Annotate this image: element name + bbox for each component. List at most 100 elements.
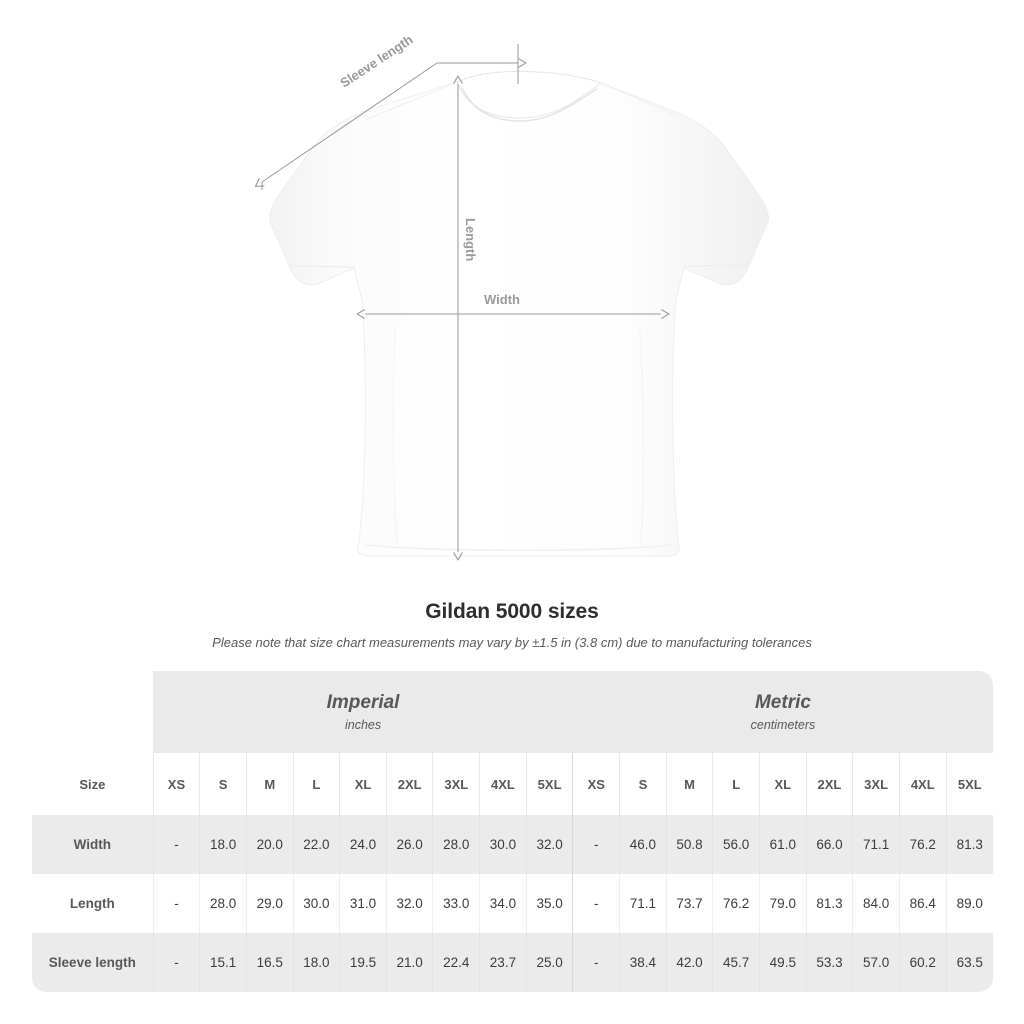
bottom-hem — [365, 544, 673, 552]
cell-sleeve-metric-4xl: 60.2 — [898, 933, 947, 992]
cell-length-imperial-xl: 31.0 — [339, 874, 387, 933]
cell-length-metric-m: 73.7 — [665, 874, 713, 933]
size-header-metric-4xl: 4XL — [898, 753, 947, 815]
shoulder-seam-right — [602, 83, 677, 116]
size-header-metric-2xl: 2XL — [805, 753, 853, 815]
cell-sleeve-imperial-2xl: 21.0 — [385, 933, 433, 992]
row-label-sleeve-length: Sleeve length — [32, 933, 154, 992]
size-header-metric-xs: XS — [572, 753, 620, 815]
unit-sub-imperial: inches — [344, 717, 382, 732]
tshirt-diagram: Sleeve length Length Width — [0, 32, 769, 590]
sleeve-hem-right — [682, 264, 749, 267]
cell-length-imperial-xs: - — [152, 874, 200, 933]
unit-header-imperial: Imperial inches — [153, 671, 573, 753]
sleeve-length-label: Sleeve length — [337, 32, 415, 91]
size-header-imperial-xs: XS — [152, 753, 200, 815]
cell-length-metric-4xl: 86.4 — [898, 874, 947, 933]
cell-sleeve-metric-3xl: 57.0 — [852, 933, 900, 992]
cell-sleeve-metric-xs: - — [572, 933, 620, 992]
chart-header: Gildan 5000 sizes Please note that size … — [0, 598, 1024, 651]
table-row: Length - 28.0 29.0 30.0 31.0 32.0 33.0 3… — [32, 874, 993, 933]
cell-width-metric-5xl: 81.3 — [945, 815, 993, 874]
cell-length-imperial-4xl: 34.0 — [479, 874, 527, 933]
size-header-metric-s: S — [619, 753, 667, 815]
cell-sleeve-imperial-xl: 19.5 — [339, 933, 387, 992]
cell-length-imperial-m: 29.0 — [245, 874, 294, 933]
size-header-label: Size — [32, 753, 154, 815]
cell-sleeve-imperial-l: 18.0 — [292, 933, 340, 992]
unit-header-metric: Metric centimeters — [572, 671, 993, 753]
size-header-imperial-4xl: 4XL — [479, 753, 527, 815]
length-label: Length — [463, 218, 478, 261]
cell-sleeve-imperial-3xl: 22.4 — [432, 933, 480, 992]
unit-name-metric: Metric — [754, 691, 811, 713]
cell-width-metric-xl: 61.0 — [759, 815, 807, 874]
cell-length-metric-l: 76.2 — [712, 874, 760, 933]
cell-length-metric-3xl: 84.0 — [852, 874, 900, 933]
cell-width-imperial-4xl: 30.0 — [479, 815, 527, 874]
cell-width-metric-2xl: 66.0 — [805, 815, 853, 874]
cell-length-imperial-2xl: 32.0 — [385, 874, 433, 933]
cell-sleeve-imperial-4xl: 23.7 — [479, 933, 527, 992]
size-header-imperial-m: M — [245, 753, 294, 815]
cell-sleeve-metric-m: 42.0 — [665, 933, 713, 992]
cell-width-imperial-xl: 24.0 — [339, 815, 387, 874]
cell-length-imperial-3xl: 33.0 — [432, 874, 480, 933]
fold-left — [391, 329, 398, 546]
cell-length-imperial-s: 28.0 — [199, 874, 247, 933]
cell-length-metric-2xl: 81.3 — [805, 874, 853, 933]
sleeve-hem-left — [289, 265, 356, 268]
table-row: Width - 18.0 20.0 22.0 24.0 26.0 28.0 30… — [32, 815, 993, 874]
collar-seam — [461, 87, 598, 122]
cell-width-metric-xs: - — [572, 815, 620, 874]
cell-width-metric-s: 46.0 — [619, 815, 667, 874]
cell-width-imperial-3xl: 28.0 — [432, 815, 480, 874]
size-header-imperial-3xl: 3XL — [432, 753, 480, 815]
unit-header-row: Imperial inches Metric centimeters — [32, 671, 993, 753]
cell-sleeve-imperial-5xl: 25.0 — [525, 933, 573, 992]
size-table-container: Imperial inches Metric centimeters Size … — [32, 671, 993, 992]
shirt-collar — [456, 70, 603, 119]
cell-sleeve-metric-2xl: 53.3 — [805, 933, 853, 992]
size-header-imperial-5xl: 5XL — [525, 753, 573, 815]
cell-width-imperial-2xl: 26.0 — [385, 815, 433, 874]
row-label-length: Length — [32, 874, 154, 933]
size-header-metric-3xl: 3XL — [852, 753, 900, 815]
unit-header-spacer — [32, 671, 154, 753]
cell-length-metric-5xl: 89.0 — [945, 874, 993, 933]
cell-width-metric-l: 56.0 — [712, 815, 760, 874]
cell-width-metric-3xl: 71.1 — [852, 815, 900, 874]
unit-name-imperial: Imperial — [326, 691, 400, 713]
size-header-metric-5xl: 5XL — [945, 753, 993, 815]
size-header-row: Size XS S M L XL 2XL 3XL 4XL 5XL XS S M … — [32, 753, 993, 815]
cell-width-metric-4xl: 76.2 — [898, 815, 947, 874]
cell-sleeve-metric-5xl: 63.5 — [945, 933, 993, 992]
row-label-width: Width — [32, 815, 154, 874]
size-header-metric-m: M — [665, 753, 713, 815]
page-title: Gildan 5000 sizes — [425, 600, 599, 623]
cell-sleeve-imperial-m: 16.5 — [245, 933, 294, 992]
cell-width-imperial-5xl: 32.0 — [525, 815, 573, 874]
size-header-imperial-s: S — [199, 753, 247, 815]
size-header-metric-l: L — [712, 753, 760, 815]
cell-width-metric-m: 50.8 — [665, 815, 713, 874]
cell-sleeve-metric-l: 45.7 — [712, 933, 760, 992]
cell-width-imperial-m: 20.0 — [245, 815, 294, 874]
cell-length-imperial-l: 30.0 — [292, 874, 340, 933]
shoulder-seam-left — [364, 82, 456, 121]
cell-sleeve-imperial-xs: - — [152, 933, 200, 992]
cell-width-imperial-l: 22.0 — [292, 815, 340, 874]
cell-length-metric-xl: 79.0 — [759, 874, 807, 933]
size-header-metric-xl: XL — [759, 753, 807, 815]
cell-length-metric-s: 71.1 — [619, 874, 667, 933]
fold-right — [639, 329, 645, 546]
cell-sleeve-metric-s: 38.4 — [619, 933, 667, 992]
tolerance-note: Please note that size chart measurements… — [212, 635, 812, 650]
size-header-imperial-2xl: 2XL — [385, 753, 433, 815]
cell-sleeve-imperial-s: 15.1 — [199, 933, 247, 992]
cell-sleeve-metric-xl: 49.5 — [759, 933, 807, 992]
cell-width-imperial-xs: - — [152, 815, 200, 874]
size-header-imperial-l: L — [292, 753, 340, 815]
size-header-imperial-xl: XL — [339, 753, 387, 815]
cell-width-imperial-s: 18.0 — [199, 815, 247, 874]
